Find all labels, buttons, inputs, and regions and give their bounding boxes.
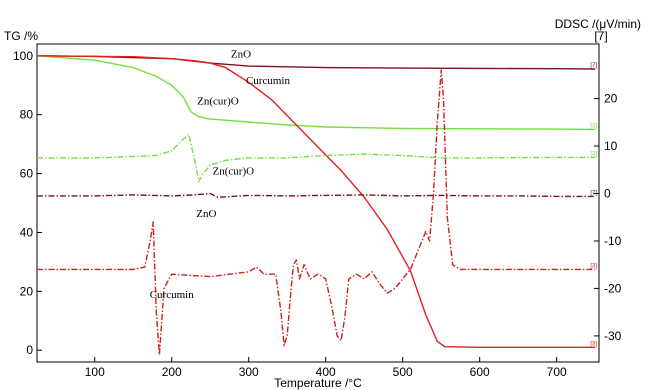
x-axis-ticks: 100 200 300 400 500 600 700 (85, 357, 567, 379)
series-tg-curcumin-line (36, 55, 596, 348)
series-ddsc-zno-line (37, 192, 596, 199)
left-tick-label: 100 (13, 49, 33, 63)
series-end-marker: [3] (590, 123, 597, 129)
right-axis-ticks: -30 -20 -10 0 10 20 (594, 92, 622, 343)
x-tick-label: 100 (85, 365, 105, 379)
plot-frame (36, 43, 600, 363)
right-axis-title: DDSC /(μV/min) (555, 17, 641, 31)
end-markers: [7] [3] [3] [3] [7] [3] (590, 63, 597, 347)
series-end-marker: [3] (590, 151, 597, 157)
curve-label: Zn(cur)O (213, 166, 255, 178)
curve-annotations: ZnO Curcumin Zn(cur)O Zn(cur)O ZnO Curcumin (150, 48, 291, 301)
curve-label: Curcumin (150, 289, 194, 301)
curve-label: ZnO (231, 48, 251, 60)
right-tick-label: -10 (604, 234, 622, 248)
curve-label: Zn(cur)O (197, 95, 239, 107)
series-end-marker: [3] (590, 263, 597, 269)
series-end-marker: [7] (590, 190, 597, 196)
series-tg-zn-cur-o-line (36, 55, 596, 131)
x-tick-label: 200 (162, 365, 182, 379)
x-tick-label: 600 (470, 365, 490, 379)
right-tick-label: 0 (604, 187, 611, 201)
right-tick-label: -20 (604, 281, 622, 295)
x-tick-label: 700 (547, 365, 567, 379)
right-tick-label: -30 (604, 329, 622, 343)
x-tick-label: 300 (239, 365, 259, 379)
left-tick-label: 20 (20, 284, 34, 298)
series-ddsc-curcumin-line (37, 69, 596, 356)
series-ddsc-zn-cur-o-line (37, 133, 596, 183)
x-axis-title: Temperature /°C (274, 376, 362, 390)
series-end-marker: [7] (590, 63, 597, 69)
x-tick-label: 400 (316, 365, 336, 379)
x-tick-label: 500 (393, 365, 413, 379)
left-tick-label: 40 (20, 225, 34, 239)
left-axis-ticks: 0 20 40 60 80 100 (13, 49, 42, 357)
series-lines (36, 55, 596, 356)
curve-label: ZnO (196, 208, 216, 220)
right-tick-label: 20 (604, 92, 618, 106)
left-tick-label: 60 (20, 167, 34, 181)
right-axis-unit-marker: [7] (594, 29, 607, 43)
left-axis-title: TG /% (4, 29, 38, 43)
series-end-marker: [3] (590, 341, 597, 347)
right-tick-label: 10 (604, 139, 618, 153)
left-tick-label: 0 (26, 343, 33, 357)
left-tick-label: 80 (20, 108, 34, 122)
curve-label: Curcumin (246, 75, 290, 87)
series-tg-zno-line (36, 55, 596, 70)
